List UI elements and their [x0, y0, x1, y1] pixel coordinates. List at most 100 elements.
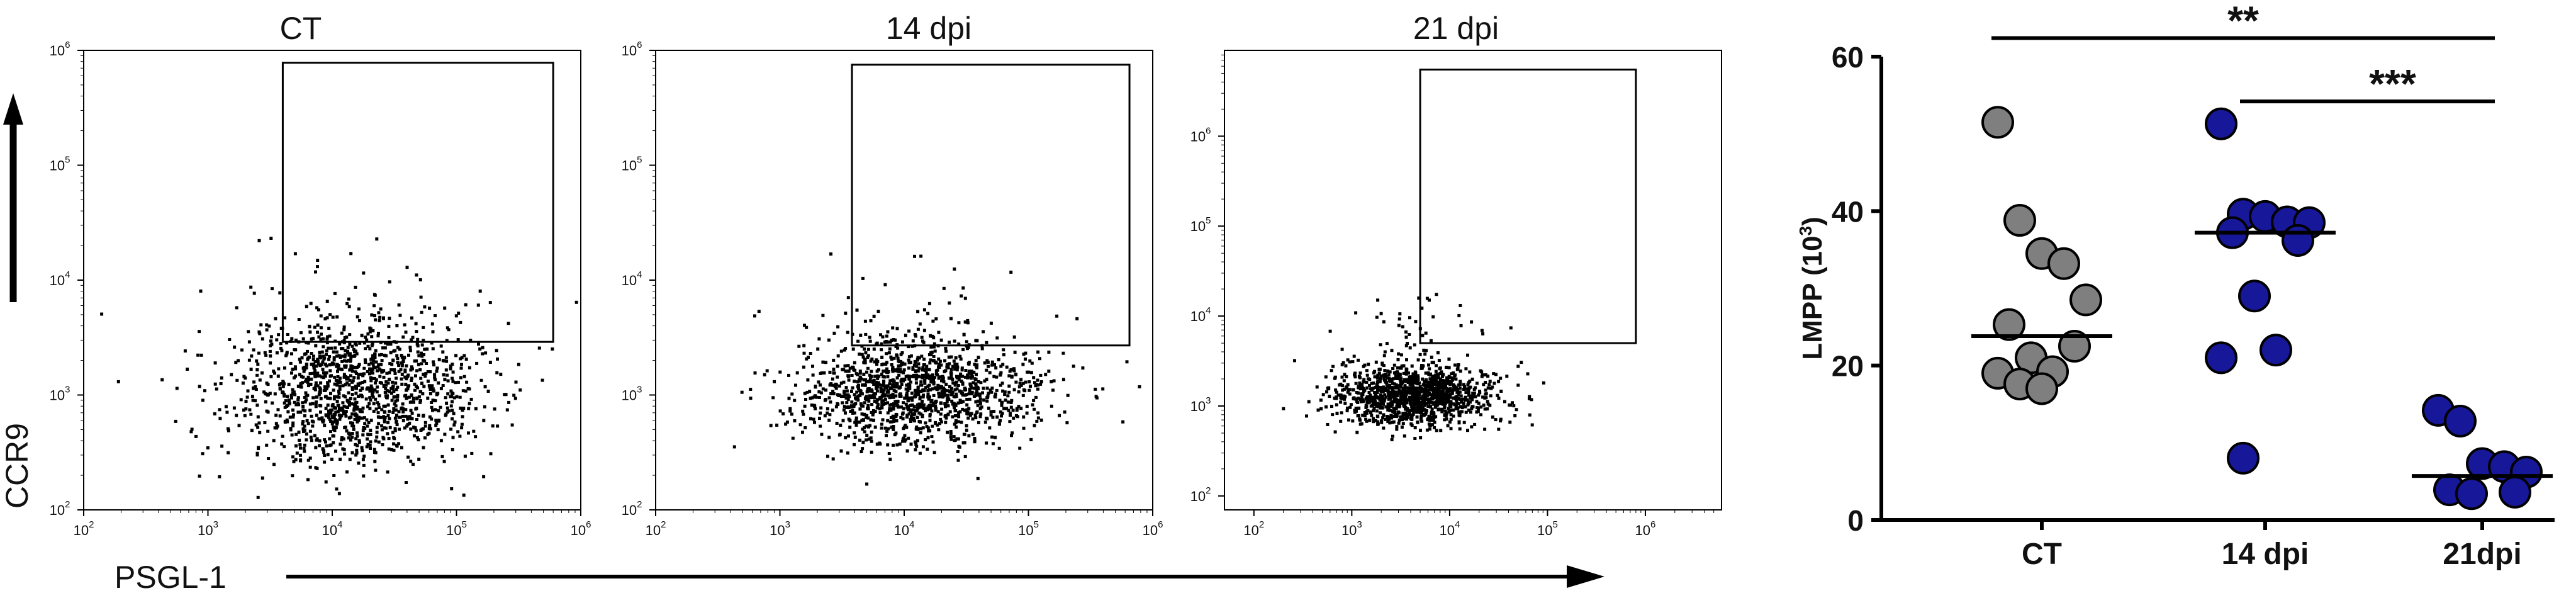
event-dot: [980, 405, 983, 409]
event-dot: [350, 380, 354, 384]
event-dot: [396, 346, 400, 349]
event-dot: [437, 381, 440, 385]
event-dot: [1333, 375, 1337, 379]
significance-label: **: [2227, 0, 2259, 43]
event-dot: [1437, 383, 1441, 386]
event-dot: [254, 399, 257, 403]
event-dot: [350, 451, 354, 454]
event-dot: [896, 368, 900, 371]
event-dot: [290, 371, 293, 375]
event-dot: [1402, 371, 1406, 375]
event-dot: [1432, 415, 1436, 419]
event-dot: [388, 362, 392, 366]
event-dot: [352, 376, 356, 380]
event-dot: [916, 358, 919, 361]
event-dot: [375, 426, 379, 429]
event-dot: [1004, 398, 1007, 402]
event-dot: [886, 384, 890, 388]
panel-title: 21 dpi: [1413, 11, 1499, 46]
event-dot: [1372, 409, 1375, 412]
event-dot: [1528, 395, 1532, 398]
x-tick-label: 102: [646, 519, 666, 538]
event-dot: [255, 403, 259, 407]
event-dot: [957, 415, 961, 419]
event-dot: [373, 293, 377, 297]
event-dot: [334, 449, 337, 453]
event-dot: [1009, 405, 1013, 409]
event-dot: [333, 429, 337, 432]
event-dot: [932, 376, 936, 380]
event-dot: [889, 416, 893, 419]
event-dot: [1449, 389, 1453, 393]
event-dot: [1358, 371, 1362, 375]
event-dot: [301, 401, 305, 405]
event-dot: [1379, 386, 1383, 390]
event-dot: [305, 398, 308, 402]
event-dot: [1342, 394, 1346, 398]
event-dot: [452, 423, 456, 427]
event-dot: [1441, 385, 1445, 389]
event-dot: [459, 376, 462, 380]
event-dot: [934, 422, 938, 426]
event-dot: [889, 355, 893, 359]
event-dot: [396, 385, 400, 389]
event-dot: [937, 365, 940, 369]
event-dot: [982, 330, 985, 334]
event-dot: [355, 417, 359, 420]
event-dot: [836, 403, 840, 406]
event-dot: [1012, 367, 1016, 371]
event-dot: [400, 407, 403, 410]
event-dot: [251, 398, 255, 402]
event-dot: [354, 453, 358, 457]
event-dot: [298, 373, 301, 376]
event-dot: [348, 368, 352, 372]
event-dot: [823, 398, 827, 402]
event-dot: [1392, 382, 1396, 386]
event-dot: [338, 417, 342, 421]
event-dot: [831, 383, 835, 387]
event-dot: [225, 410, 229, 414]
event-dot: [875, 401, 879, 404]
event-dot: [1464, 391, 1468, 395]
event-dot: [255, 373, 259, 377]
event-dot: [291, 455, 294, 459]
x-category-label: 21dpi: [2443, 538, 2521, 571]
event-dot: [423, 375, 427, 378]
event-dot: [417, 458, 421, 461]
event-dot: [297, 431, 301, 434]
event-dot: [1380, 397, 1384, 400]
event-dot: [371, 393, 374, 397]
event-dot: [861, 427, 865, 431]
event-dot: [1394, 370, 1398, 374]
event-dot: [401, 419, 405, 422]
event-dot: [880, 373, 883, 376]
plot-frame: [1224, 50, 1722, 511]
event-dot: [982, 386, 985, 390]
event-dot: [1352, 397, 1355, 400]
event-dot: [817, 337, 821, 341]
event-dot: [308, 465, 312, 469]
event-dot: [983, 420, 987, 424]
event-dot: [370, 313, 374, 317]
event-dot: [266, 410, 270, 414]
event-dot: [1025, 411, 1029, 415]
event-dot: [961, 347, 965, 351]
event-dot: [983, 379, 987, 383]
event-dot: [1025, 405, 1029, 409]
event-dot: [892, 417, 896, 420]
event-dot: [1414, 393, 1418, 397]
event-dot: [1376, 385, 1380, 388]
event-dot: [362, 372, 366, 376]
event-dot: [1483, 396, 1487, 400]
event-dot: [279, 346, 283, 350]
event-dot: [1404, 399, 1408, 402]
event-dot: [1420, 415, 1423, 419]
event-dot: [401, 410, 405, 414]
event-dot: [1420, 403, 1423, 406]
event-dot: [245, 395, 249, 399]
event-dot: [410, 411, 414, 415]
event-dot: [323, 460, 327, 464]
event-dot: [1393, 394, 1397, 398]
event-dot: [248, 408, 252, 412]
event-dot: [339, 443, 342, 446]
